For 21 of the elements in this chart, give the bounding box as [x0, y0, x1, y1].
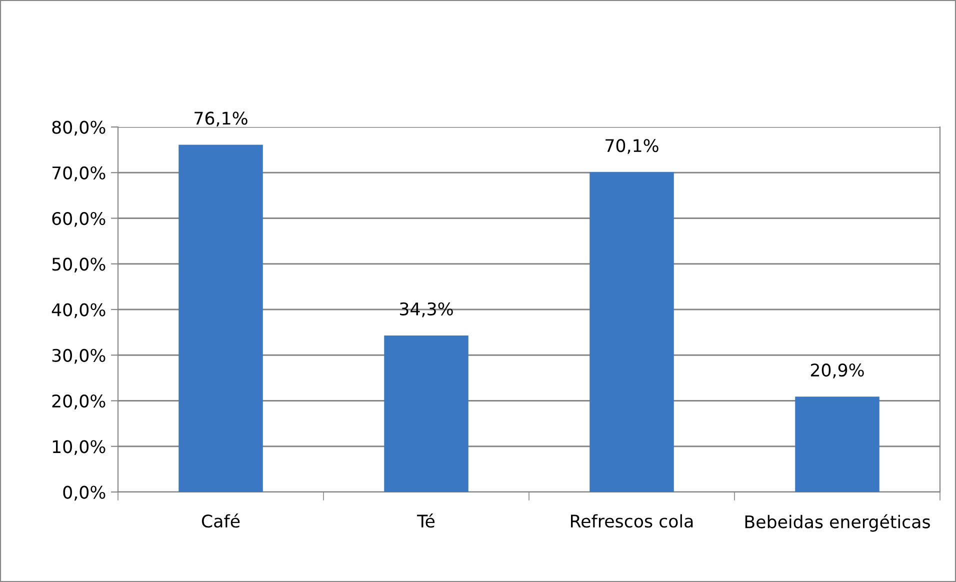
- y-tick-label: 20,0%: [52, 394, 106, 410]
- y-tick-label: 50,0%: [52, 258, 106, 272]
- x-tick-label: Refrescos cola: [571, 514, 693, 528]
- bar: [384, 336, 468, 492]
- bar: [178, 144, 263, 492]
- y-tick-label: 60,0%: [52, 212, 106, 227]
- y-tick-label: 80,0%: [52, 120, 106, 136]
- x-tick-label: Café: [202, 514, 240, 528]
- data-label: 20,9%: [810, 363, 864, 378]
- y-tick-label: 40,0%: [52, 303, 106, 318]
- y-tick-label: 30,0%: [52, 348, 106, 364]
- bar: [795, 396, 880, 492]
- y-tick-label: 0,0%: [63, 486, 106, 501]
- data-label: 76,1%: [194, 112, 248, 127]
- data-label: 70,1%: [606, 139, 658, 154]
- data-label: 34,3%: [400, 302, 453, 318]
- x-tick-label: Té: [417, 514, 434, 528]
- x-tick-label: Bebeidas energéticas: [745, 514, 930, 532]
- bar: [590, 172, 674, 492]
- y-tick-label: 70,0%: [52, 166, 106, 182]
- y-tick-label: 10,0%: [52, 440, 106, 455]
